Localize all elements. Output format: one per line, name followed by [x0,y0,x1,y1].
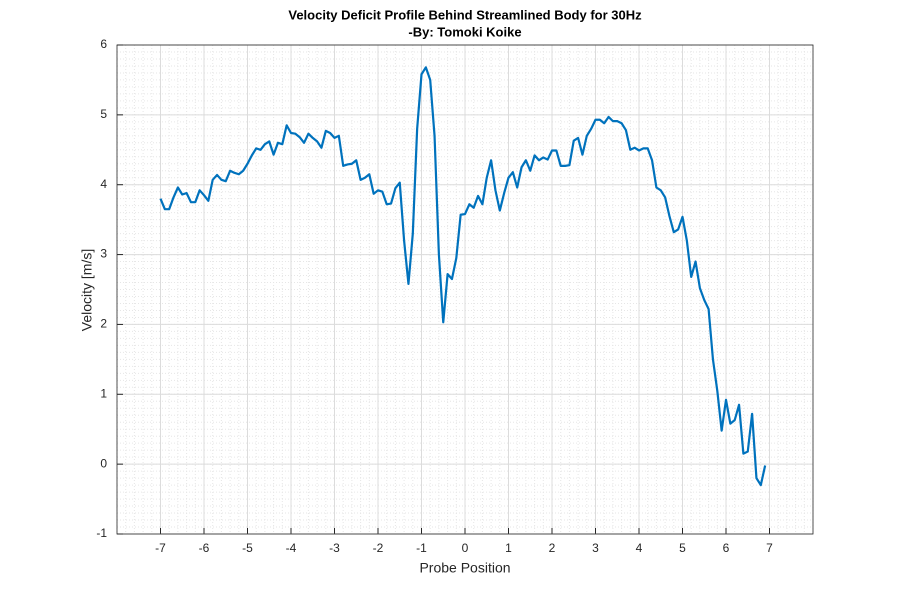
x-tick-label: -1 [416,541,427,555]
y-tick-label: 2 [100,317,107,331]
x-tick-label: 4 [636,541,643,555]
x-tick-label: -5 [242,541,253,555]
x-tick-label: 1 [505,541,512,555]
x-tick-label: 0 [462,541,469,555]
x-tick-label: -6 [199,541,210,555]
x-tick-label: 5 [679,541,686,555]
data-line [159,66,767,487]
y-axis-label: Velocity [m/s] [79,249,95,331]
x-tick-label: -4 [286,541,297,555]
x-tick-label: 3 [592,541,599,555]
y-tick-label: 3 [100,247,107,261]
y-tick-label: 4 [100,177,107,191]
x-tick-label: -7 [155,541,166,555]
x-tick-label: 2 [549,541,556,555]
axes-box [116,44,814,535]
y-tick-label: 5 [100,107,107,121]
x-tick-label: -2 [373,541,384,555]
x-tick-label: 6 [723,541,730,555]
y-tick-label: 6 [100,37,107,51]
y-tick-label: -1 [96,526,107,540]
chart-title: Velocity Deficit Profile Behind Streamli… [288,7,642,22]
chart-subtitle: -By: Tomoki Koike [408,24,521,39]
x-tick-label: -3 [329,541,340,555]
y-tick-label: 0 [100,456,107,470]
y-tick-label: 1 [100,386,107,400]
x-axis-label: Probe Position [419,560,510,576]
x-tick-label: 7 [766,541,773,555]
